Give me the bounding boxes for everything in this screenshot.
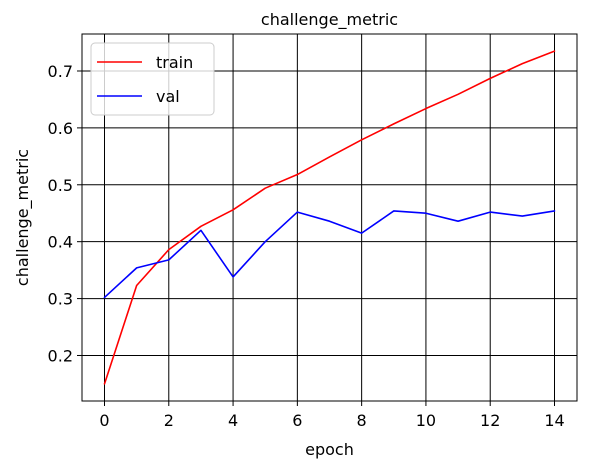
- x-axis-label: epoch: [305, 440, 354, 459]
- legend-label-val: val: [156, 87, 180, 106]
- x-tick-label: 0: [99, 411, 109, 430]
- x-tick-label: 14: [544, 411, 564, 430]
- x-tick-label: 6: [292, 411, 302, 430]
- legend-label-train: train: [156, 53, 193, 72]
- x-tick-label: 12: [480, 411, 500, 430]
- x-tick-label: 2: [164, 411, 174, 430]
- y-axis-label: challenge_metric: [13, 149, 33, 286]
- y-tick-label: 0.6: [48, 119, 73, 138]
- legend: train val: [91, 43, 214, 115]
- legend-box: [91, 43, 214, 115]
- y-tick-label: 0.5: [48, 176, 73, 195]
- y-tick-label: 0.7: [48, 62, 73, 81]
- y-tick-label: 0.3: [48, 290, 73, 309]
- x-tick-label: 10: [416, 411, 436, 430]
- y-tick-label: 0.2: [48, 346, 73, 365]
- x-tick-label: 4: [228, 411, 238, 430]
- x-tick-label: 8: [357, 411, 367, 430]
- y-tick-label: 0.4: [48, 233, 73, 252]
- chart-title: challenge_metric: [261, 10, 398, 30]
